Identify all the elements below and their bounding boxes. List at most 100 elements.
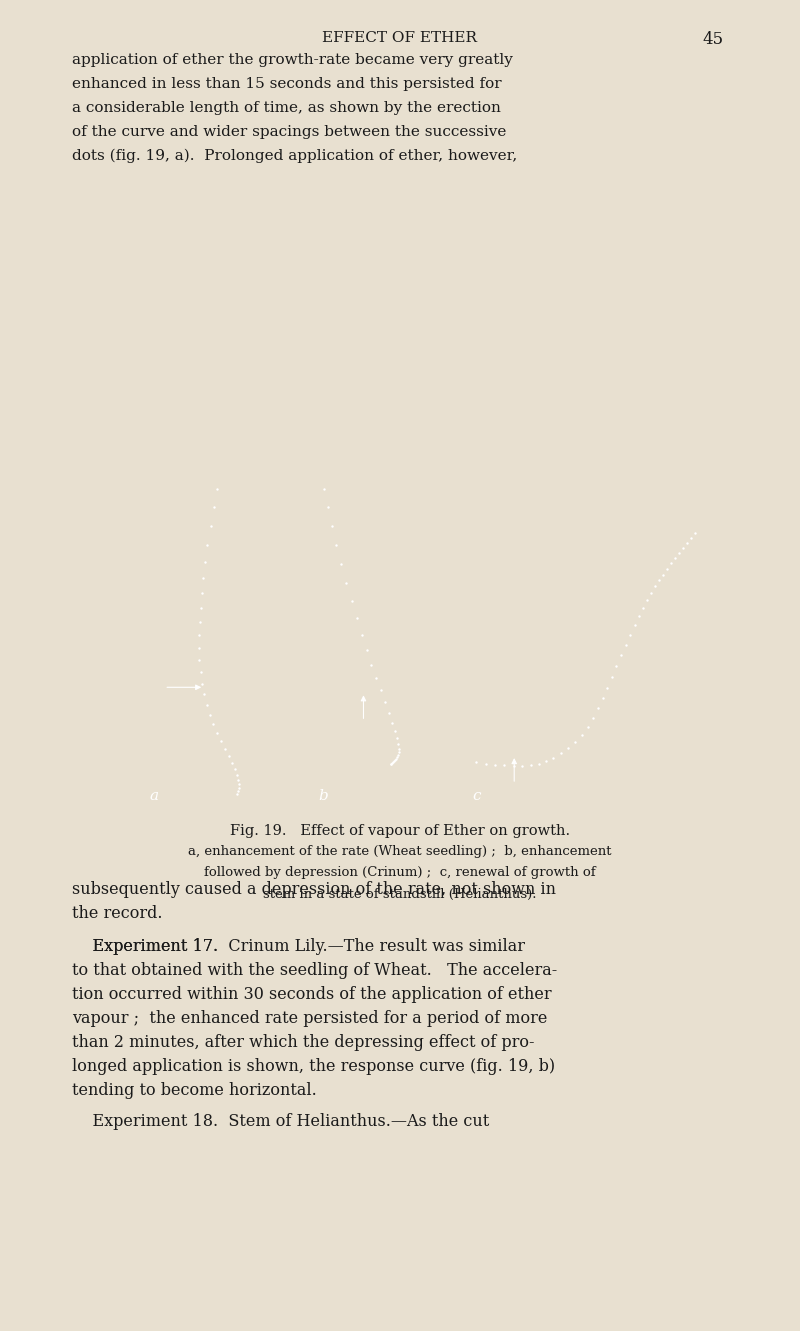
Text: tending to become horizontal.: tending to become horizontal. [72, 1082, 317, 1099]
Point [197, 567, 210, 588]
Point [215, 731, 228, 752]
Point [587, 707, 600, 728]
Point [326, 516, 338, 538]
Point [384, 753, 397, 775]
Point [388, 751, 401, 772]
Text: Experiment 17.  Crinum Lily.—The result was similar: Experiment 17. Crinum Lily.—The result w… [72, 938, 525, 956]
Point [540, 751, 553, 772]
Text: a, enhancement of the rate (Wheat seedling) ;  b, enhancement: a, enhancement of the rate (Wheat seedli… [188, 845, 612, 858]
Point [389, 749, 402, 771]
Text: Experiment 18.  Stem of Helianthus.—As the cut: Experiment 18. Stem of Helianthus.—As th… [72, 1113, 490, 1130]
Point [562, 737, 574, 759]
Point [390, 748, 402, 769]
Text: b: b [318, 789, 329, 803]
Point [388, 720, 401, 741]
Point [201, 534, 214, 555]
Text: than 2 minutes, after which the depressing effect of pro-: than 2 minutes, after which the depressi… [72, 1034, 534, 1051]
Point [345, 591, 358, 612]
Point [673, 542, 686, 563]
Point [204, 515, 217, 536]
Point [196, 582, 209, 603]
Point [532, 753, 545, 775]
Point [193, 624, 206, 646]
Text: of the curve and wider spacings between the successive: of the curve and wider spacings between … [72, 125, 506, 140]
Point [470, 751, 482, 772]
Point [547, 747, 560, 768]
Point [601, 677, 614, 699]
Point [665, 552, 678, 574]
Point [614, 644, 627, 666]
Point [226, 752, 238, 773]
Text: a: a [150, 789, 159, 803]
Point [193, 650, 206, 671]
Text: the record.: the record. [72, 905, 162, 922]
Point [200, 695, 213, 716]
Point [689, 523, 702, 544]
Point [198, 684, 210, 705]
Point [637, 598, 650, 619]
Point [525, 755, 538, 776]
Point [211, 478, 224, 499]
Point [370, 667, 382, 688]
Point [382, 703, 395, 724]
Point [619, 634, 632, 655]
Point [653, 570, 666, 591]
Point [231, 769, 244, 791]
Text: vapour ;  the enhanced rate persisted for a period of more: vapour ; the enhanced rate persisted for… [72, 1010, 547, 1028]
Point [629, 614, 642, 635]
Text: enhanced in less than 15 seconds and this persisted for: enhanced in less than 15 seconds and thi… [72, 77, 502, 92]
Point [330, 535, 342, 556]
Point [392, 741, 405, 763]
Point [606, 667, 618, 688]
Point [193, 638, 206, 659]
Text: 45: 45 [703, 31, 724, 48]
Point [392, 739, 405, 760]
Point [196, 673, 209, 695]
Point [507, 755, 520, 776]
Point [677, 538, 690, 559]
Point [386, 752, 398, 773]
Point [681, 532, 694, 554]
Point [230, 764, 243, 785]
Point [591, 697, 604, 719]
Point [649, 576, 662, 598]
Point [596, 688, 609, 709]
Point [350, 608, 363, 630]
Point [232, 773, 245, 795]
Text: tion occurred within 30 seconds of the application of ether: tion occurred within 30 seconds of the a… [72, 986, 552, 1004]
Point [318, 478, 330, 499]
Point [204, 704, 217, 725]
Point [207, 713, 220, 735]
Point [669, 547, 682, 568]
Point [645, 582, 658, 603]
Point [390, 728, 403, 749]
Point [569, 731, 582, 752]
Point [610, 656, 623, 677]
Point [334, 554, 347, 575]
Text: stem in a state of standstill (Helianthus).: stem in a state of standstill (Helianthu… [263, 888, 537, 901]
Text: to that obtained with the seedling of Wheat.   The accelera-: to that obtained with the seedling of Wh… [72, 962, 558, 980]
Point [554, 743, 567, 764]
Text: c: c [472, 789, 481, 803]
Point [498, 755, 510, 776]
Point [624, 624, 637, 646]
Point [386, 712, 398, 733]
Point [516, 755, 529, 776]
Text: application of ether the growth-rate became very greatly: application of ether the growth-rate bec… [72, 53, 513, 68]
Text: subsequently caused a depression of the rate, not shown in: subsequently caused a depression of the … [72, 881, 556, 898]
Text: a considerable length of time, as shown by the erection: a considerable length of time, as shown … [72, 101, 501, 116]
Point [374, 680, 387, 701]
Point [575, 724, 588, 745]
Point [194, 596, 207, 618]
Point [356, 624, 369, 646]
Point [232, 777, 245, 799]
Point [219, 739, 232, 760]
Text: dots (fig. 19, a).  Prolonged application of ether, however,: dots (fig. 19, a). Prolonged application… [72, 149, 518, 164]
Point [391, 747, 404, 768]
Point [385, 753, 398, 775]
Point [199, 551, 212, 572]
Point [489, 755, 502, 776]
Point [322, 496, 334, 518]
Point [661, 558, 674, 579]
Point [360, 640, 373, 662]
